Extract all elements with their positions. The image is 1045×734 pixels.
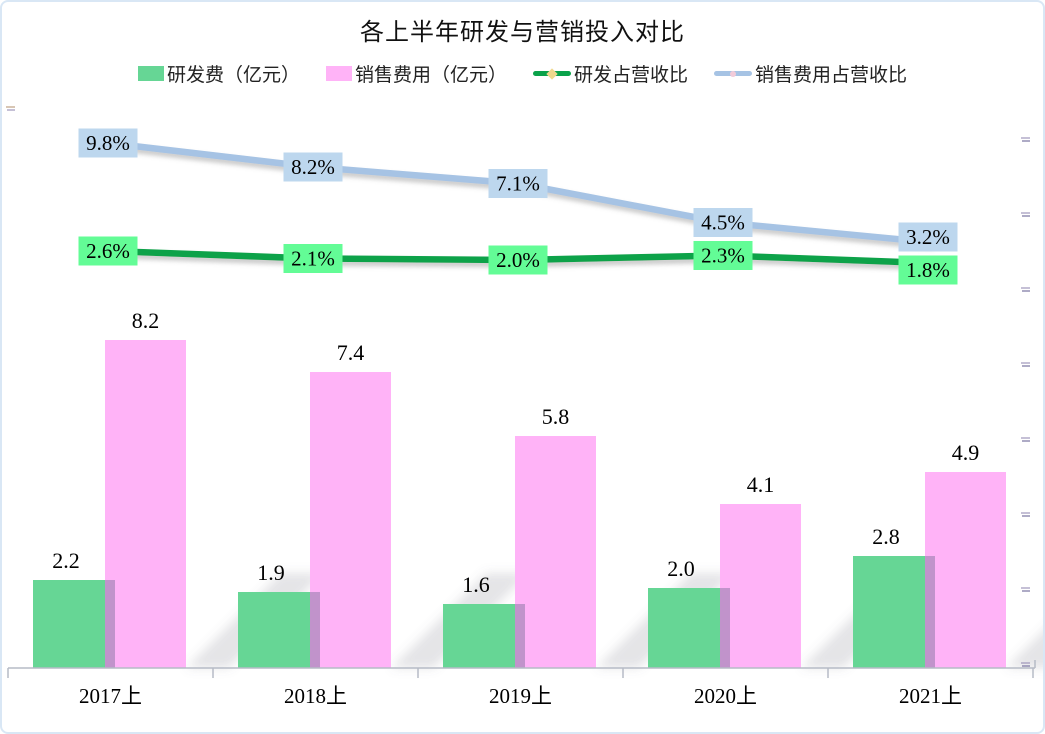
right-axis-micro-label xyxy=(1022,215,1030,217)
rd-ratio-point-label-bg xyxy=(488,245,548,275)
x-axis-category-label: 2017上 xyxy=(79,684,142,708)
rd-bar xyxy=(33,580,105,668)
rd-bar xyxy=(648,588,720,668)
right-axis-micro-label xyxy=(1021,287,1030,289)
right-axis-micro-label xyxy=(1022,365,1030,367)
rd-bar-shadow-strip xyxy=(720,588,730,668)
rd-bar-value-label: 1.6 xyxy=(462,572,490,597)
sales-bar-value-label: 4.9 xyxy=(952,440,980,465)
right-axis-micro-label xyxy=(1021,137,1030,139)
legend-item-rd-bar: 研发费（亿元） xyxy=(137,60,300,87)
sales-ratio-point-label: 9.8% xyxy=(86,131,130,155)
rd-ratio-point-label-bg xyxy=(283,244,343,273)
sales-ratio-point-label-bg xyxy=(488,169,548,198)
rd-bar-shadow-strip xyxy=(310,592,320,668)
sales-bar-swatch-icon xyxy=(325,66,352,81)
legend-label-sales-ratio: 销售费用占营收比 xyxy=(755,65,908,86)
right-axis-micro-label xyxy=(1022,290,1030,292)
sales-ratio-point-label: 8.2% xyxy=(291,155,335,179)
rd-ratio-point-label: 1.8% xyxy=(906,258,950,282)
right-axis-micro-label xyxy=(1021,212,1030,214)
right-axis-micro-label xyxy=(1021,662,1030,664)
legend-item-sales-bar: 销售费用（亿元） xyxy=(325,60,507,87)
rd-ratio-point-label-bg xyxy=(693,241,753,270)
rd-bar-value-label: 2.8 xyxy=(872,524,900,549)
chart-legend: 研发费（亿元） 销售费用（亿元） 研发占营收比 销售费用占营收比 xyxy=(2,60,1043,87)
sales-bar xyxy=(105,340,186,668)
sales-bar xyxy=(310,372,391,668)
rd-bar-value-label: 1.9 xyxy=(257,560,285,585)
rd-ratio-point-label: 2.0% xyxy=(496,248,540,272)
rd-bar-shadow-strip xyxy=(515,604,525,668)
rd-ratio-point-label-bg xyxy=(78,236,138,266)
right-axis-micro-label xyxy=(1021,512,1030,514)
x-axis-category-label: 2019上 xyxy=(489,684,552,708)
sales-bar xyxy=(925,472,1006,668)
sales-ratio-point-label-bg xyxy=(283,152,343,182)
x-axis-category-label: 2018上 xyxy=(284,684,347,708)
right-axis-micro-label xyxy=(1022,440,1030,442)
sales-ratio-point-label: 7.1% xyxy=(496,172,540,196)
right-axis-micro-label xyxy=(1022,140,1030,142)
sales-bar xyxy=(720,504,801,668)
legend-item-rd-ratio-line: 研发占营收比 xyxy=(533,60,688,87)
x-axis-category-label: 2020上 xyxy=(694,684,757,708)
cast-shadow xyxy=(1006,631,1043,668)
rd-bar-value-label: 2.2 xyxy=(52,548,80,573)
right-axis-micro-label xyxy=(1021,362,1030,364)
right-axis-micro-label xyxy=(1021,587,1030,589)
sales-ratio-point-label-bg xyxy=(78,128,138,158)
rd-ratio-line-marker-icon xyxy=(533,66,571,81)
rd-bar-value-label: 2.0 xyxy=(667,556,695,581)
sales-ratio-point-label: 3.2% xyxy=(906,225,950,249)
legend-label-rd-bar: 研发费（亿元） xyxy=(166,65,300,86)
sales-bar-value-label: 7.4 xyxy=(337,340,365,365)
legend-label-sales-bar: 销售费用（亿元） xyxy=(354,65,507,86)
legend-item-sales-ratio-line: 销售费用占营收比 xyxy=(714,60,907,87)
rd-bar xyxy=(238,592,310,668)
x-axis-category-label: 2021上 xyxy=(899,684,962,708)
x-axis xyxy=(7,660,1036,678)
sales-bar xyxy=(515,436,596,668)
right-axis-micro-label xyxy=(1022,515,1030,517)
left-axis-micro-label xyxy=(6,106,15,108)
rd-bar-shadow-strip xyxy=(105,580,115,668)
rd-ratio-point-label-bg xyxy=(898,255,958,285)
sales-bar-value-label: 4.1 xyxy=(747,472,775,497)
sales-bar-value-label: 8.2 xyxy=(132,308,160,333)
rd-bar xyxy=(443,604,515,668)
rd-bar-swatch-icon xyxy=(137,66,164,81)
right-axis-micro-label xyxy=(1022,590,1030,592)
left-axis-micro-label xyxy=(7,109,15,111)
right-axis-micro-label xyxy=(1022,665,1030,667)
rd-ratio-point-label: 2.6% xyxy=(86,239,130,263)
right-axis-micro-label xyxy=(1021,437,1030,439)
rd-ratio-point-label: 2.1% xyxy=(291,247,335,271)
sales-ratio-point-label-bg xyxy=(693,208,753,237)
legend-label-rd-ratio: 研发占营收比 xyxy=(574,65,689,86)
sales-bar-value-label: 5.8 xyxy=(542,404,570,429)
sales-ratio-line-marker-icon xyxy=(714,66,753,81)
chart-title: 各上半年研发与营销投入对比 xyxy=(360,20,685,46)
rd-bar xyxy=(853,556,925,668)
rd-ratio-point-label: 2.3% xyxy=(701,244,745,268)
rd-bar-shadow-strip xyxy=(925,556,935,668)
sales-ratio-point-label: 4.5% xyxy=(701,211,745,235)
sales-ratio-point-label-bg xyxy=(898,222,958,252)
